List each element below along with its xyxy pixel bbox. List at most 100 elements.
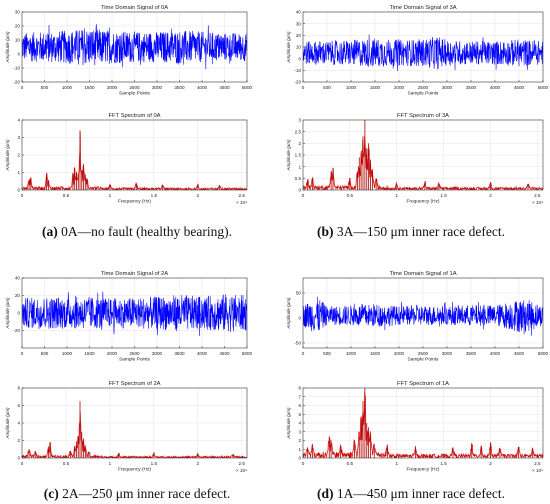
x-tick-label: 2 xyxy=(489,193,492,198)
chart-a-fft: 0 0.5 1 1.5 2 2.5 0 1 2 3 4 FFT Spectrum of 0A Frequ… xyxy=(5,113,248,205)
chart-c-fft: 0 0.5 1 1.5 2 2.5 0 2 4 6 8 FFT Spectrum of 2A Frequ… xyxy=(5,381,248,473)
x-tick-label: 1 xyxy=(109,193,112,198)
x-tick-label: 4000 xyxy=(197,351,208,356)
y-tick-label: 10 xyxy=(296,45,302,50)
y-tick-label: 1 xyxy=(17,170,20,175)
plot-area xyxy=(22,24,247,70)
x-tick-label: 4500 xyxy=(514,351,525,356)
x-tick-label: 1500 xyxy=(370,351,381,356)
y-axis-label: Amplitude (μm) xyxy=(286,407,291,440)
x-tick-label: 2 xyxy=(197,461,200,466)
x-tick-label: 3500 xyxy=(174,85,185,90)
y-tick-label: 2 xyxy=(298,141,301,146)
spectrum-line xyxy=(303,135,543,190)
y-tick-label: 6 xyxy=(298,403,301,408)
y-tick-label: 8 xyxy=(298,386,301,391)
chart-d-time: 0 500 1000 1500 2000 2500 3000 3500 4000 4500 5000… xyxy=(286,271,549,363)
x-axis-label: Frequency (Hz) xyxy=(118,199,151,205)
x-tick-label: 0 xyxy=(21,461,24,466)
y-tick-label: 0 xyxy=(298,456,301,461)
y-tick-label: 6 xyxy=(17,403,20,408)
plot-area xyxy=(303,388,543,458)
x-tick-label: 1.5 xyxy=(440,193,447,198)
y-tick-label: 20 xyxy=(296,33,302,38)
x-tick-label: 3000 xyxy=(152,85,163,90)
y-tick-label: 0 xyxy=(17,52,20,57)
y-tick-label: 20 xyxy=(15,24,21,29)
chart-title: Time Domain Signal of 2A xyxy=(101,271,168,277)
caption-letter: (b) xyxy=(317,224,334,239)
spectrum-line xyxy=(303,391,543,458)
y-axis-label: Amplitude (μm) xyxy=(5,297,10,330)
chart-title: FFT Spectrum of 2A xyxy=(108,381,160,387)
x-tick-label: 2.5 xyxy=(239,461,246,466)
caption-d: (d) 1A—450 μm inner race defect. xyxy=(317,486,505,501)
x-tick-label: 3500 xyxy=(466,85,477,90)
x-tick-label: 0 xyxy=(21,351,24,356)
y-tick-label: 30 xyxy=(296,21,302,26)
chart-title: Time Domain Signal of 0A xyxy=(101,5,168,11)
x-axis-label: Sample Points xyxy=(408,91,440,97)
caption-text: 1A—450 μm inner race defect. xyxy=(334,486,505,501)
x-tick-label: 2500 xyxy=(129,351,140,356)
x-tick-label: 1000 xyxy=(346,351,357,356)
signal-line xyxy=(303,296,543,336)
x-tick-label: 3000 xyxy=(442,85,453,90)
chart-title: FFT Spectrum of 3A xyxy=(397,113,449,119)
y-tick-label: 0 xyxy=(298,188,301,193)
x-tick-label: 1 xyxy=(395,193,398,198)
x-tick-label: 0 xyxy=(302,351,305,356)
x-axis-label: Frequency (Hz) xyxy=(406,467,439,473)
spectrum-halo xyxy=(22,411,247,458)
x-tick-label: 0 xyxy=(302,193,305,198)
x-tick-label: 2500 xyxy=(418,351,429,356)
caption-a: (a) 0A—no fault (healthy bearing). xyxy=(42,224,232,239)
x-tick-label: 1 xyxy=(109,461,112,466)
caption-text: 3A—150 μm inner race defect. xyxy=(334,224,505,239)
x-tick-label: 1500 xyxy=(84,351,95,356)
x-multiplier: × 10⁴ xyxy=(236,200,247,205)
x-tick-label: 4500 xyxy=(219,85,230,90)
x-tick-label: 1.5 xyxy=(151,193,158,198)
x-axis-label: Frequency (Hz) xyxy=(406,199,439,205)
x-tick-label: 3500 xyxy=(174,351,185,356)
plot-area xyxy=(303,34,543,72)
x-tick-label: 0.5 xyxy=(347,461,354,466)
y-axis-label: Amplitude (μm) xyxy=(286,139,291,172)
y-tick-label: 20 xyxy=(15,293,21,298)
y-axis-label: Amplitude (μm) xyxy=(286,31,291,64)
y-tick-label: 1.5 xyxy=(295,153,302,158)
spectrum-halo xyxy=(303,391,543,458)
y-tick-label: 4 xyxy=(17,118,20,123)
x-tick-label: 4500 xyxy=(514,85,525,90)
y-tick-label: 0 xyxy=(17,311,20,316)
x-tick-label: 4500 xyxy=(219,351,230,356)
x-tick-label: 0.5 xyxy=(63,461,70,466)
y-tick-label: -10 xyxy=(294,68,301,73)
y-axis-label: Amplitude (μm) xyxy=(5,407,10,440)
x-tick-label: 4000 xyxy=(197,85,208,90)
x-multiplier: × 10⁴ xyxy=(532,468,543,473)
chart-b-time: 0 500 1000 1500 2000 2500 3000 3500 4000 4500 5000… xyxy=(286,5,549,97)
y-axis-label: Amplitude (μm) xyxy=(286,297,291,330)
x-tick-label: 1 xyxy=(395,461,398,466)
caption-text: 2A—250 μm inner race defect. xyxy=(59,486,230,501)
caption-b: (b) 3A—150 μm inner race defect. xyxy=(317,224,505,239)
y-tick-label: 40 xyxy=(15,276,21,281)
spectrum-line xyxy=(22,411,247,458)
y-axis-label: Amplitude (μm) xyxy=(5,139,10,172)
x-tick-label: 5000 xyxy=(538,351,549,356)
x-tick-label: 5000 xyxy=(242,351,253,356)
chart-a-time: 0 500 1000 1500 2000 2500 3000 3500 4000 4500 5000… xyxy=(5,5,253,97)
x-tick-label: 1.5 xyxy=(151,461,158,466)
caption-c: (c) 2A—250 μm inner race defect. xyxy=(44,486,230,501)
y-tick-label: 0 xyxy=(17,456,20,461)
x-tick-label: 2000 xyxy=(394,85,405,90)
signal-line xyxy=(22,290,247,336)
x-tick-label: 1000 xyxy=(62,351,73,356)
plot-area xyxy=(22,130,247,190)
x-tick-label: 2000 xyxy=(107,351,118,356)
x-tick-label: 1500 xyxy=(370,85,381,90)
chart-title: FFT Spectrum of 0A xyxy=(108,113,160,119)
